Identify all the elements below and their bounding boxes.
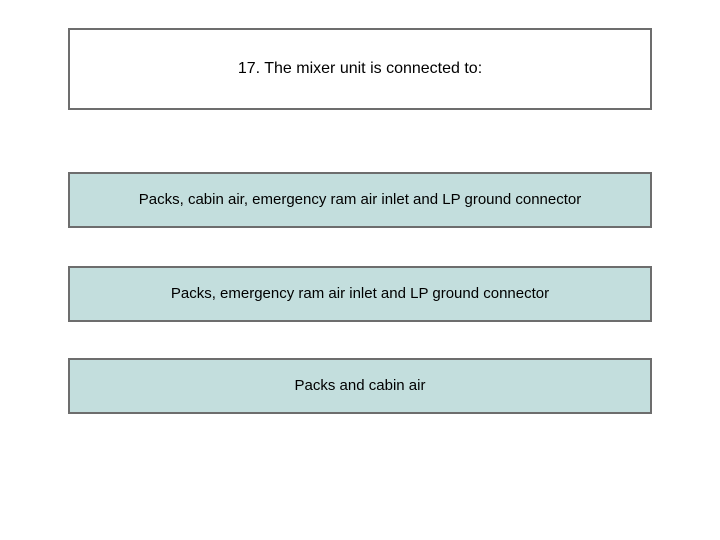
answer-text: Packs, emergency ram air inlet and LP gr… xyxy=(171,284,549,304)
question-box: 17. The mixer unit is connected to: xyxy=(68,28,652,110)
answer-option-2[interactable]: Packs and cabin air xyxy=(68,358,652,414)
question-text: 17. The mixer unit is connected to: xyxy=(238,58,482,80)
answer-option-0[interactable]: Packs, cabin air, emergency ram air inle… xyxy=(68,172,652,228)
answer-option-1[interactable]: Packs, emergency ram air inlet and LP gr… xyxy=(68,266,652,322)
answer-text: Packs, cabin air, emergency ram air inle… xyxy=(139,190,581,210)
answer-text: Packs and cabin air xyxy=(295,376,426,396)
